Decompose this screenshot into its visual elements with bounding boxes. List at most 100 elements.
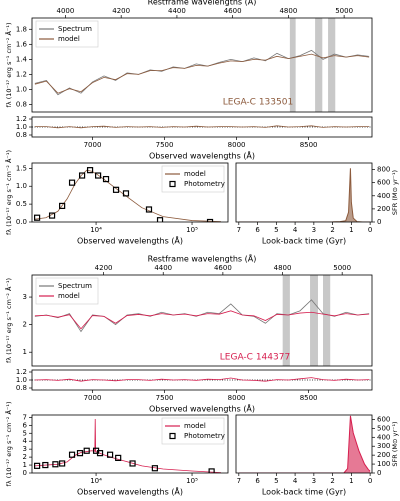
y-tick-label: 1.2 (16, 368, 27, 376)
top-tick-label: 4000 (57, 7, 75, 15)
x-tick-label: 7 (237, 477, 241, 485)
axes-frame (31, 414, 229, 474)
x-tick-label: 8000 (228, 141, 246, 149)
series-line (34, 53, 370, 94)
x-tick-label: 10⁵ (186, 477, 198, 485)
x-tick-label: 2 (330, 477, 334, 485)
y-axis-label: fλ (10⁻¹⁷ erg s⁻¹ cm⁻² Å⁻¹) (4, 23, 13, 108)
x-tick-label: 8500 (300, 141, 318, 149)
top-tick-label: 4800 (279, 7, 297, 15)
photometry-point (78, 172, 86, 179)
series-line (34, 125, 370, 129)
series-line (34, 377, 370, 382)
x-tick-label: 0 (368, 477, 372, 485)
top-axis-label: Restframe wavelengths (Å) (148, 0, 257, 7)
series-line (34, 418, 221, 473)
sfh-area (238, 415, 371, 473)
x-tick-label: 1 (349, 477, 353, 485)
axes-frame (31, 17, 373, 113)
top-tick-label: 5000 (335, 7, 353, 15)
y-tick-label: 100 (377, 460, 390, 468)
legend-label: Photometry (184, 432, 225, 440)
legend-label: model (58, 35, 80, 43)
x-tick-label: 6 (255, 226, 260, 234)
plot-area (34, 418, 221, 473)
top-tick-label: 4200 (95, 264, 113, 272)
y-tick-label: 2 (23, 321, 27, 329)
y-tick-label: 600 (377, 415, 390, 423)
plot-area (32, 125, 372, 129)
x-tick-label: 7000 (84, 394, 102, 402)
y-axis-label: SFR (M⊙ yr⁻¹) (391, 170, 399, 215)
y-tick-label: 200 (377, 205, 390, 213)
x-tick-label: 4 (293, 477, 298, 485)
y-tick-label: 1.8 (16, 25, 27, 33)
photometry-point (129, 460, 136, 467)
photometry-point (208, 468, 215, 473)
plot-area (34, 275, 370, 366)
plot-area (238, 168, 371, 222)
photometry-point (94, 172, 102, 179)
x-tick-label: 7000 (84, 141, 102, 149)
series-line (34, 310, 370, 330)
axes-frame (235, 414, 373, 474)
top-tick-label: 4600 (214, 264, 232, 272)
x-tick-label: 8000 (228, 394, 246, 402)
series-line (238, 415, 371, 473)
legend-label: model (184, 422, 206, 430)
photometry-point (42, 461, 49, 469)
y-tick-label: 0.5 (16, 200, 27, 208)
y-tick-label: 0.8 (16, 131, 27, 139)
y-tick-label: 300 (377, 442, 390, 450)
y-axis-label: fλ (10⁻¹⁷ erg s⁻¹ cm⁻² Å⁻¹) (4, 278, 13, 363)
y-tick-label: 1.0 (16, 85, 27, 93)
masked-region (323, 275, 331, 366)
x-tick-label: 0 (368, 226, 372, 234)
legend-box (161, 417, 225, 445)
top-tick-label: 4400 (154, 264, 172, 272)
photometry-point (68, 451, 76, 458)
x-tick-label: 4 (293, 226, 298, 234)
x-tick-label: 10⁴ (90, 226, 102, 234)
x-tick-label: 3 (312, 226, 316, 234)
y-tick-label: 1.0 (16, 182, 27, 190)
y-tick-label: 3 (23, 293, 27, 301)
y-tick-label: 0.8 (16, 100, 27, 108)
photometry-point (34, 214, 41, 221)
y-tick-label: 5 (23, 429, 27, 437)
top-tick-label: 4800 (274, 264, 292, 272)
x-tick-label: 7 (237, 226, 241, 234)
x-axis-label: Observed wavelengths (Å) (77, 486, 183, 497)
y-tick-label: 0 (23, 469, 27, 477)
y-tick-label: 1.5 (16, 164, 27, 172)
y-tick-label: 1 (23, 461, 27, 469)
masked-region (328, 18, 336, 112)
top-tick-label: 5000 (333, 264, 351, 272)
top-tick-label: 4600 (224, 7, 242, 15)
top-axis-label: Restframe wavelengths (Å) (148, 253, 257, 264)
photometry-point (59, 460, 66, 467)
top-tick-label: 4400 (168, 7, 186, 15)
y-tick-label: 1.2 (16, 70, 27, 78)
plot-area (32, 377, 372, 382)
y-tick-label: 7 (23, 413, 27, 421)
x-axis-label: Observed wavelengths (Å) (149, 150, 255, 161)
x-tick-label: 6 (255, 477, 260, 485)
y-tick-label: 0.0 (16, 218, 27, 226)
masked-region (315, 18, 323, 112)
y-tick-label: 1 (23, 348, 27, 356)
y-tick-label: 500 (377, 424, 390, 432)
photometry-point (206, 218, 214, 222)
x-tick-label: 2 (330, 226, 334, 234)
x-axis-label: Look-back time (Gyr) (262, 488, 346, 497)
series-line (34, 299, 370, 333)
photometry-point (122, 190, 130, 197)
x-tick-label: 7500 (156, 394, 174, 402)
annotation: LEGA-C 133501 (223, 98, 293, 108)
x-tick-label: 5 (274, 226, 278, 234)
photometry-point (48, 212, 56, 219)
x-axis-label: Observed wavelengths (Å) (149, 403, 255, 414)
legend-box (161, 165, 225, 193)
series-line (34, 169, 221, 222)
